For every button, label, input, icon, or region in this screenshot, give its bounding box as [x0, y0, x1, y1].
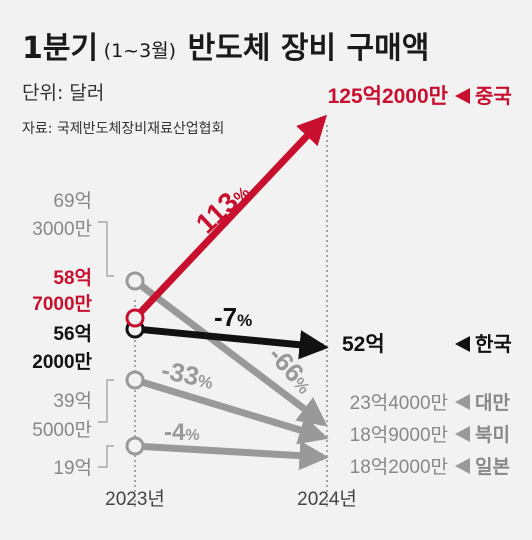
start-label-japan: 19억 — [53, 457, 92, 479]
change-unit-korea: % — [237, 311, 252, 330]
source-label: 자료: 국제반도체장비재료산업협회 — [22, 121, 224, 137]
pointer-north-america-icon — [455, 426, 470, 442]
start-label-taiwan-2: 3000만 — [32, 218, 92, 240]
unit-label: 단위: 달러 — [22, 82, 104, 104]
series-line-taiwan — [139, 283, 328, 427]
change-label-north-america: -33% — [159, 355, 217, 395]
point-taiwan-2023 — [125, 271, 145, 291]
start-label-korea-2: 2000만 — [32, 351, 92, 373]
start-value-labels: 69억 3000만 58억 7000만 56억 2000만 39억 5000만 … — [32, 190, 114, 479]
x-tick-2024: 2024년 — [297, 488, 357, 510]
change-label-japan: -4% — [164, 419, 200, 446]
point-north-america-2023 — [125, 370, 145, 390]
pointer-taiwan-icon — [455, 394, 470, 410]
country-label-china: 중국 — [475, 84, 512, 108]
start-label-korea-1: 56억 — [53, 323, 92, 345]
x-tick-2023: 2023년 — [105, 488, 165, 510]
start-label-china-1: 58억 — [53, 267, 92, 289]
series-line-japan — [142, 440, 329, 471]
pointer-korea-icon — [455, 336, 470, 352]
change-unit-north-america: % — [196, 371, 215, 393]
end-label-japan: 18억2000만 — [350, 456, 448, 478]
leader-north-america — [98, 379, 114, 423]
start-label-north-america-1: 39억 — [53, 390, 92, 412]
title-rest: 반도체 장비 구매액 — [188, 31, 430, 66]
end-label-north-america: 18억9000만 — [350, 424, 448, 446]
series-line-china — [138, 114, 328, 315]
country-label-korea: 한국 — [475, 332, 512, 356]
change-value-korea: -7 — [214, 302, 237, 332]
point-china-2023 — [125, 308, 145, 328]
start-label-north-america-2: 5000만 — [32, 419, 92, 441]
pointer-japan-icon — [455, 458, 470, 474]
series-line-korea — [142, 326, 329, 360]
end-value-labels: 125억2000만 중국 52억 한국 23억4000만 대만 18억9000만… — [328, 84, 512, 478]
change-label-korea: -7% — [214, 302, 252, 332]
chart-title: 1분기 (1~3월) 반도체 장비 구매액 — [22, 31, 429, 66]
point-japan-2023 — [125, 436, 145, 456]
country-label-japan: 일본 — [475, 456, 510, 478]
end-label-taiwan: 23억4000만 — [350, 392, 448, 414]
end-label-korea: 52억 — [342, 333, 385, 356]
start-label-taiwan-1: 69억 — [53, 190, 92, 212]
title-main: 1분기 — [22, 31, 98, 66]
series-line-north-america — [141, 378, 329, 445]
start-points — [125, 271, 145, 456]
end-label-china: 125억2000만 — [328, 85, 448, 108]
series-lines — [138, 114, 329, 471]
title-paren: (1~3월) — [104, 40, 176, 62]
pointer-china-icon — [455, 88, 470, 104]
country-label-north-america: 북미 — [475, 424, 510, 446]
change-value-japan: -4 — [164, 419, 186, 446]
start-label-china-2: 7000만 — [32, 293, 92, 315]
leader-taiwan — [98, 221, 114, 277]
leader-japan — [98, 445, 114, 468]
country-label-taiwan: 대만 — [475, 392, 510, 414]
change-unit-japan: % — [185, 427, 199, 444]
